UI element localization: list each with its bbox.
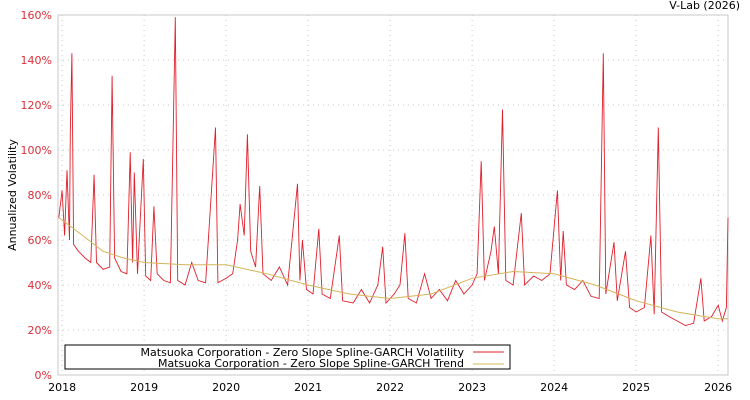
y-tick-label: 120%: [21, 99, 52, 112]
grid: [58, 14, 728, 376]
legend-label-trend: Matsuoka Corporation - Zero Slope Spline…: [158, 357, 464, 370]
series-group: [58, 17, 729, 326]
x-tick-label: 2020: [212, 381, 240, 394]
x-tick-label: 2019: [130, 381, 158, 394]
x-tick-label: 2023: [458, 381, 486, 394]
y-tick-label: 0%: [35, 369, 52, 382]
legend-box: [64, 344, 511, 370]
y-axis-label: Annualized Volatility: [6, 139, 19, 251]
x-tick-label: 2021: [294, 381, 322, 394]
y-tick-label: 100%: [21, 144, 52, 157]
y-tick-label: 80%: [28, 189, 52, 202]
x-tick-label: 2026: [704, 381, 732, 394]
y-tick-label: 160%: [21, 9, 52, 22]
y-axis: 0% 20% 40% 60% 80% 100% 120% 140% 160%: [21, 9, 52, 382]
x-tick-label: 2022: [376, 381, 404, 394]
x-tick-label: 2025: [622, 381, 650, 394]
x-axis: 2018 2019 2020 2021 2022 2023 2024 2025 2026: [48, 381, 732, 394]
plot-area-border: [57, 14, 729, 376]
legend: Matsuoka Corporation - Zero Slope Spline…: [64, 344, 511, 370]
x-tick-label: 2024: [540, 381, 568, 394]
x-tick-label: 2018: [48, 381, 76, 394]
legend-label-volatility: Matsuoka Corporation - Zero Slope Spline…: [141, 346, 465, 359]
y-tick-label: 60%: [28, 234, 52, 247]
y-tick-label: 140%: [21, 54, 52, 67]
y-tick-label: 40%: [28, 279, 52, 292]
y-tick-label: 20%: [28, 324, 52, 337]
chart-title: V-Lab (2026): [669, 0, 740, 12]
volatility-line: [58, 17, 729, 326]
trend-line: [58, 217, 728, 320]
